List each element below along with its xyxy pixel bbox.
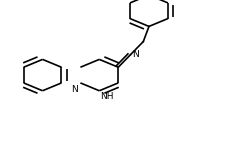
Text: N: N (132, 50, 139, 59)
Text: NH: NH (100, 92, 114, 101)
Text: N: N (71, 84, 78, 94)
